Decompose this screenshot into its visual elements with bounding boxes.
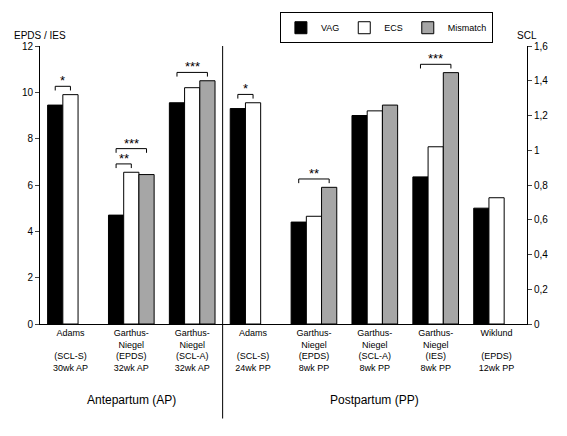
- svg-text:12: 12: [22, 41, 34, 52]
- svg-text:**: **: [309, 166, 319, 181]
- svg-text:Garthus-Niegel(SCL-A)8wk PP: Garthus-Niegel(SCL-A)8wk PP: [357, 328, 392, 373]
- svg-text:2: 2: [27, 272, 33, 283]
- svg-text:Adams(SCL-S)24wk PP: Adams(SCL-S)24wk PP: [235, 328, 271, 373]
- svg-text:Garthus-Niegel(EPDS)32wk AP: Garthus-Niegel(EPDS)32wk AP: [114, 328, 149, 373]
- svg-text:1,2: 1,2: [534, 110, 548, 121]
- svg-text:0: 0: [534, 319, 540, 330]
- svg-text:1: 1: [534, 145, 540, 156]
- svg-text:1,6: 1,6: [534, 41, 548, 52]
- svg-text:0,2: 0,2: [534, 284, 548, 295]
- svg-text:6: 6: [27, 180, 33, 191]
- svg-text:*: *: [60, 73, 65, 88]
- svg-text:ECS: ECS: [384, 23, 403, 33]
- svg-text:Antepartum (AP): Antepartum (AP): [87, 393, 176, 407]
- svg-text:Adams(SCL-S)30wk AP: Adams(SCL-S)30wk AP: [53, 328, 88, 373]
- svg-text:***: ***: [428, 51, 443, 66]
- svg-text:0,4: 0,4: [534, 249, 548, 260]
- svg-text:**: **: [119, 151, 129, 166]
- svg-text:4: 4: [27, 226, 33, 237]
- svg-text:*: *: [243, 81, 248, 96]
- svg-text:0,8: 0,8: [534, 180, 548, 191]
- svg-text:0,6: 0,6: [534, 214, 548, 225]
- svg-text:Garthus-Niegel(EPDS)8wk PP: Garthus-Niegel(EPDS)8wk PP: [296, 328, 331, 373]
- svg-text:Garthus-Niegel(IES)8wk PP: Garthus-Niegel(IES)8wk PP: [418, 328, 453, 373]
- svg-text:8: 8: [27, 133, 33, 144]
- svg-text:Postpartum (PP): Postpartum (PP): [330, 393, 419, 407]
- svg-text:SCL: SCL: [517, 30, 537, 41]
- svg-text:0: 0: [27, 319, 33, 330]
- svg-text:***: ***: [185, 59, 200, 74]
- svg-text:1,4: 1,4: [534, 75, 548, 86]
- svg-text:VAG: VAG: [321, 23, 339, 33]
- svg-text:Mismatch: Mismatch: [448, 23, 487, 33]
- svg-text:Garthus-Niegel(SCL-A)32wk AP: Garthus-Niegel(SCL-A)32wk AP: [175, 328, 210, 373]
- svg-text:EPDS / IES: EPDS / IES: [14, 30, 66, 41]
- svg-text:Wiklund(EPDS)12wk PP: Wiklund(EPDS)12wk PP: [479, 328, 515, 373]
- svg-text:10: 10: [22, 87, 34, 98]
- svg-text:***: ***: [124, 136, 139, 151]
